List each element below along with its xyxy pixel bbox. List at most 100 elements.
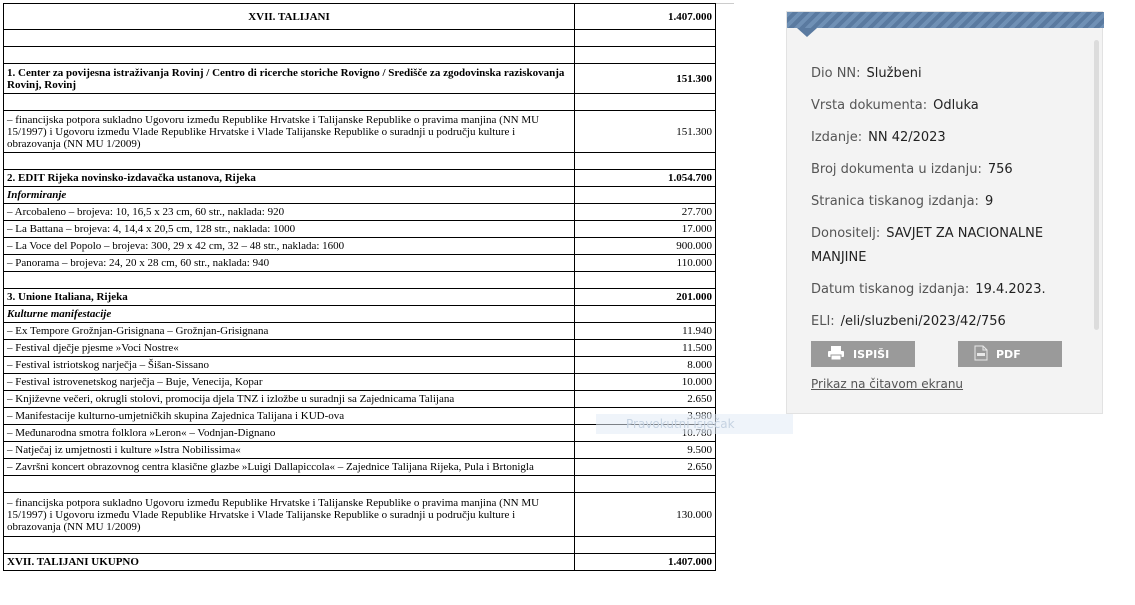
panel-header-stripe <box>787 12 1104 28</box>
table-cell-text: – Festival istriotskog narječja – Šišan-… <box>3 356 575 374</box>
table-cell-text: – Manifestacije kulturno-umjetničkih sku… <box>3 407 575 425</box>
meta-label: Izdanje: <box>811 130 863 145</box>
meta-row-page: Stranica tiskanog izdanja: 9 <box>811 186 1071 218</box>
meta-row-issue: Izdanje: NN 42/2023 <box>811 122 1071 154</box>
ghost-overlay-label: Pravokutni isječak <box>596 414 793 434</box>
table-row: – Natječaj iz umjetnosti i kulture »Istr… <box>3 441 716 459</box>
table-cell-amount: 9.500 <box>574 441 716 459</box>
meta-row-print-date: Datum tiskanog izdanja: 19.4.2023. <box>811 274 1071 306</box>
table-cell-amount: 2.650 <box>574 458 716 476</box>
table-cell-amount: 2.650 <box>574 390 716 408</box>
table-cell-text: – La Voce del Popolo – brojeva: 300, 29 … <box>3 237 575 255</box>
table-cell-amount: 10.000 <box>574 373 716 391</box>
table-cell-amount: 151.300 <box>574 63 716 94</box>
meta-row-part: Dio NN: Službeni <box>811 58 1071 90</box>
table-row: – Završni koncert obrazovnog centra klas… <box>3 458 716 476</box>
meta-value: 19.4.2023. <box>975 282 1046 297</box>
table-cell-amount: 17.000 <box>574 220 716 238</box>
meta-label: Stranica tiskanog izdanja: <box>811 194 979 209</box>
budget-table: XVII. TALIJANI 1.407.000 1. Center za po… <box>3 3 716 571</box>
table-row: Kulturne manifestacije <box>3 305 716 323</box>
print-button-label: ISPIŠI <box>853 347 890 361</box>
table-cell-amount: 11.940 <box>574 322 716 340</box>
table-row: – Festival istrovenetskog narječja – Buj… <box>3 373 716 391</box>
table-row: – La Voce del Popolo – brojeva: 300, 29 … <box>3 237 716 255</box>
table-row: – La Battana – brojeva: 4, 14,4 x 20,5 c… <box>3 220 716 238</box>
table-row: Informiranje <box>3 186 716 204</box>
table-row <box>3 536 716 554</box>
table-cell-amount: 1.407.000 <box>574 3 716 30</box>
table-cell-amount: 130.000 <box>574 492 716 537</box>
table-cell-subheading: Informiranje <box>3 186 575 204</box>
table-cell-text: – Ex Tempore Grožnjan-Grisignana – Grožn… <box>3 322 575 340</box>
table-cell-amount: 151.300 <box>574 110 716 153</box>
table-cell-section: 1. Center za povijesna istraživanja Rovi… <box>3 63 575 94</box>
table-cell-text: – Festival dječje pjesme »Voci Nostre« <box>3 339 575 357</box>
table-row: – Panorama – brojeva: 24, 20 x 28 cm, 60… <box>3 254 716 272</box>
print-button[interactable]: ISPIŠI <box>811 341 915 367</box>
table-cell-text: – Festival istrovenetskog narječja – Buj… <box>3 373 575 391</box>
meta-label: Broj dokumenta u izdanju: <box>811 162 982 177</box>
table-row <box>3 46 716 64</box>
table-cell-empty <box>574 152 716 170</box>
table-cell-empty <box>574 271 716 289</box>
table-cell-amount <box>574 305 716 323</box>
table-cell-amount: 1.407.000 <box>574 553 716 571</box>
table-cell-empty <box>3 536 575 554</box>
table-cell-text: – Međunarodna smotra folklora »Leron« – … <box>3 424 575 442</box>
table-cell-text: – Arcobaleno – brojeva: 10, 16,5 x 23 cm… <box>3 203 575 221</box>
pdf-button-label: PDF <box>996 347 1021 361</box>
panel-notch <box>797 28 817 37</box>
table-cell-amount: 8.000 <box>574 356 716 374</box>
table-row: – financijska potpora sukladno Ugovoru i… <box>3 492 716 537</box>
panel-scrollbar[interactable] <box>1094 40 1099 330</box>
table-cell-empty <box>3 29 575 47</box>
meta-value: 756 <box>987 162 1013 177</box>
table-row: – Ex Tempore Grožnjan-Grisignana – Grožn… <box>3 322 716 340</box>
table-cell-section: 2. EDIT Rijeka novinsko-izdavačka ustano… <box>3 169 575 187</box>
table-cell-empty <box>574 29 716 47</box>
pdf-button[interactable]: PDF <box>958 341 1062 367</box>
meta-label: Vrsta dokumenta: <box>811 98 928 113</box>
table-cell-empty <box>574 536 716 554</box>
table-row <box>3 475 716 493</box>
table-cell-text: – La Battana – brojeva: 4, 14,4 x 20,5 c… <box>3 220 575 238</box>
table-cell-amount: 27.700 <box>574 203 716 221</box>
meta-value: /eli/sluzbeni/2023/42/756 <box>840 314 1006 329</box>
fullscreen-reader-link[interactable]: Prikaz na čitavom ekranu <box>811 377 964 391</box>
meta-row-doc-number: Broj dokumenta u izdanju: 756 <box>811 154 1071 186</box>
table-cell-empty <box>574 46 716 64</box>
table-cell-empty <box>3 152 575 170</box>
table-row: 1. Center za povijesna istraživanja Rovi… <box>3 63 716 94</box>
table-cell-empty <box>3 271 575 289</box>
table-row: XVII. TALIJANI UKUPNO 1.407.000 <box>3 553 716 571</box>
meta-value: NN 42/2023 <box>868 130 946 145</box>
meta-label: ELI: <box>811 314 835 329</box>
meta-label: Dio NN: <box>811 66 861 81</box>
meta-value: 9 <box>984 194 994 209</box>
meta-value: Službeni <box>866 66 922 81</box>
table-cell-text: – Završni koncert obrazovnog centra klas… <box>3 458 575 476</box>
table-cell-text: – Književne večeri, okrugli stolovi, pro… <box>3 390 575 408</box>
table-row <box>3 93 716 111</box>
table-cell-text: – Natječaj iz umjetnosti i kulture »Istr… <box>3 441 575 459</box>
table-row: – financijska potpora sukladno Ugovoru i… <box>3 110 716 153</box>
table-cell-title: XVII. TALIJANI <box>3 3 575 30</box>
meta-value: Odluka <box>933 98 979 113</box>
table-row: 3. Unione Italiana, Rijeka 201.000 <box>3 288 716 306</box>
table-cell-amount <box>574 186 716 204</box>
meta-label: Datum tiskanog izdanja: <box>811 282 970 297</box>
table-row: – Arcobaleno – brojeva: 10, 16,5 x 23 cm… <box>3 203 716 221</box>
table-cell-amount: 110.000 <box>574 254 716 272</box>
table-cell-empty <box>3 93 575 111</box>
table-cell-empty <box>574 93 716 111</box>
table-cell-total: XVII. TALIJANI UKUPNO <box>3 553 575 571</box>
table-row <box>3 152 716 170</box>
meta-row-type: Vrsta dokumenta: Odluka <box>811 90 1071 122</box>
table-row <box>3 29 716 47</box>
table-cell-section: 3. Unione Italiana, Rijeka <box>3 288 575 306</box>
table-cell-subheading: Kulturne manifestacije <box>3 305 575 323</box>
table-cell-empty <box>3 46 575 64</box>
table-row: – Festival dječje pjesme »Voci Nostre« 1… <box>3 339 716 357</box>
table-row <box>3 271 716 289</box>
